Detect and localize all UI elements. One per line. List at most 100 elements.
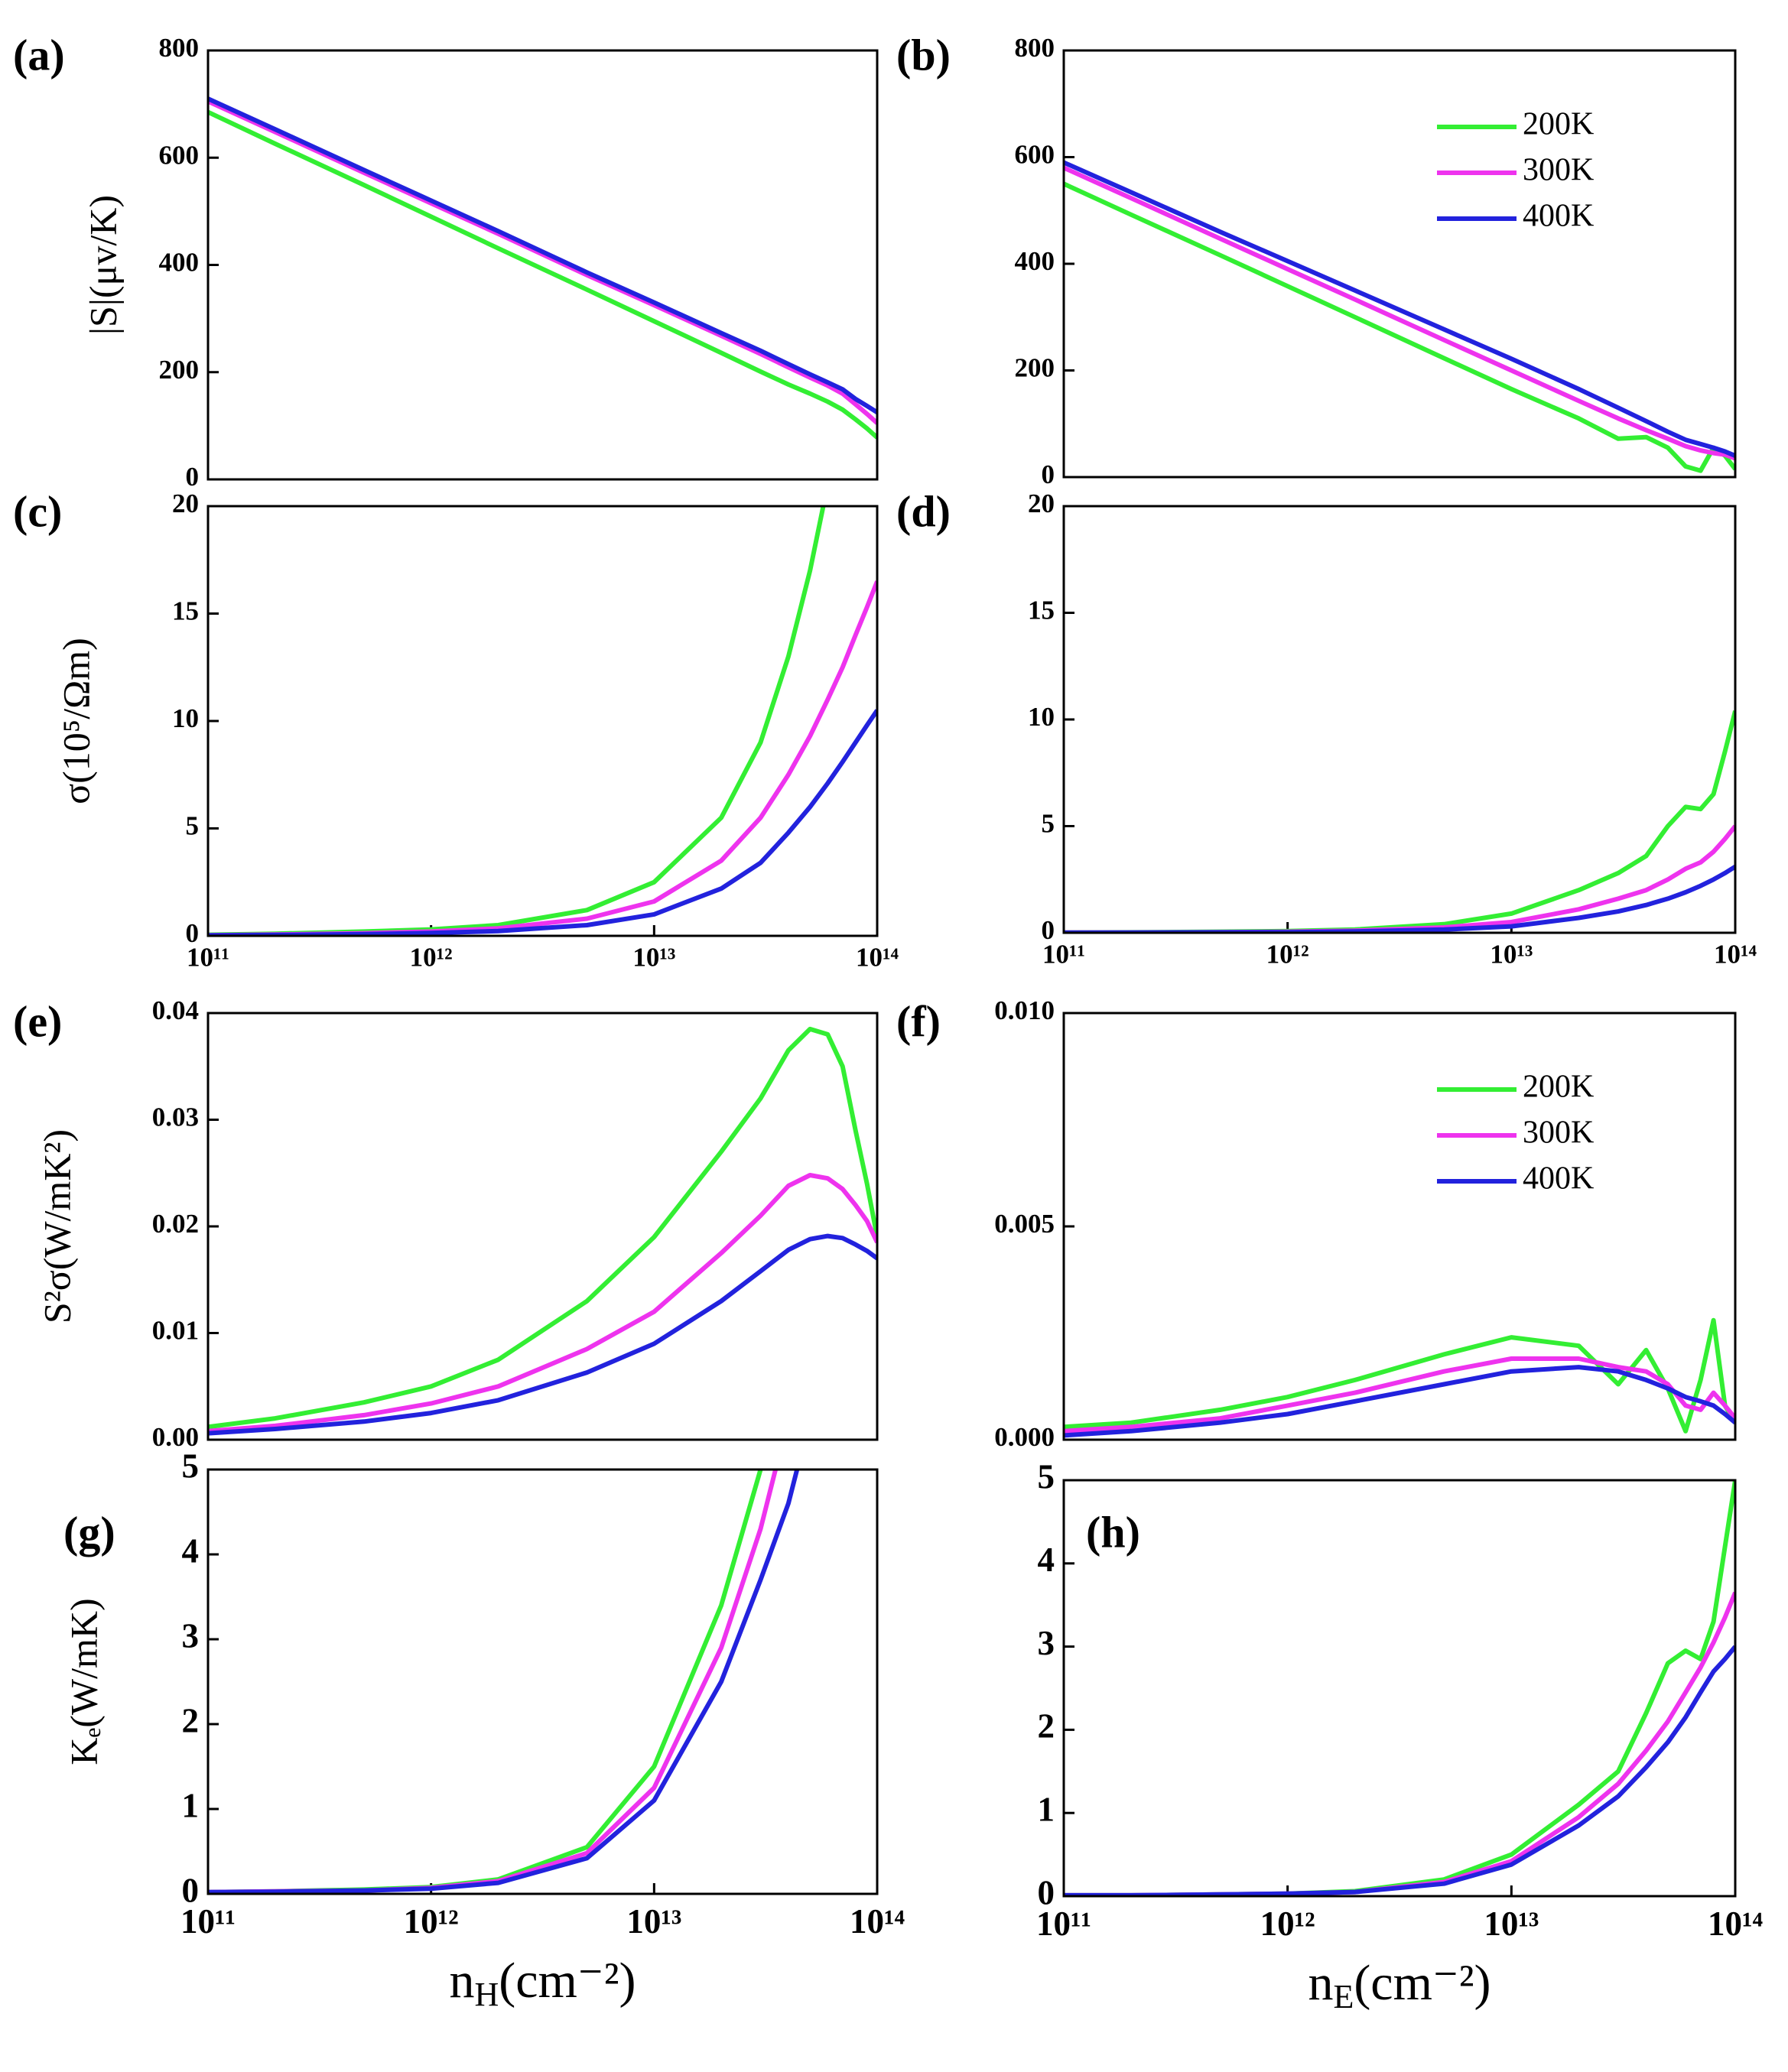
series-line bbox=[1064, 1591, 1735, 1896]
y-tick-label: 15 bbox=[172, 596, 199, 626]
y-tick-label: 15 bbox=[1028, 596, 1055, 625]
y-tick-label: 4 bbox=[1038, 1541, 1055, 1579]
y-tick-label: 200 bbox=[159, 355, 200, 385]
y-tick-label: 2 bbox=[182, 1701, 200, 1739]
y-tick-label: 0 bbox=[186, 918, 200, 948]
y-tick-label: 600 bbox=[159, 140, 200, 170]
series-line bbox=[208, 99, 877, 425]
y-tick-label: 3 bbox=[1038, 1624, 1055, 1662]
y-tick-label: 800 bbox=[1015, 33, 1055, 63]
x-axis-label-sub: E bbox=[1333, 1978, 1354, 2015]
y-tick-label: 5 bbox=[182, 1447, 200, 1485]
x-tick-label: 10¹³ bbox=[1490, 940, 1533, 969]
legend-label: 400K bbox=[1523, 199, 1594, 234]
x-axis-label-base: n bbox=[1308, 1955, 1333, 2011]
x-tick-label: 10¹² bbox=[404, 1902, 459, 1940]
legend-label: 300K bbox=[1523, 1116, 1594, 1151]
y-tick-label: 0.03 bbox=[152, 1103, 199, 1132]
y-tick-label: 0.04 bbox=[152, 995, 199, 1025]
y-tick-label: 5 bbox=[1042, 809, 1055, 839]
y-tick-label: 0.02 bbox=[152, 1209, 199, 1239]
y-tick-label: 1 bbox=[1038, 1791, 1055, 1829]
series-line bbox=[1064, 710, 1735, 933]
series-line bbox=[1064, 1480, 1735, 1896]
x-axis-label: nE(cm⁻²) bbox=[1308, 1955, 1491, 2015]
plot-frame bbox=[1062, 1479, 1737, 1898]
x-axis-label-unit: (cm⁻²) bbox=[1354, 1955, 1491, 2011]
y-tick-label: 0 bbox=[1042, 915, 1055, 945]
y-axis-label: |S|(μv/K) bbox=[81, 195, 124, 335]
plot-frame bbox=[206, 505, 879, 937]
y-axis-label: Kₑ(W/mK) bbox=[62, 1598, 105, 1765]
y-tick-label: 0 bbox=[182, 1871, 200, 1909]
legend-label: 200K bbox=[1523, 1070, 1594, 1105]
series-line bbox=[208, 1233, 877, 1436]
series-line bbox=[208, 1026, 877, 1430]
x-tick-label: 10¹⁴ bbox=[1708, 1905, 1763, 1943]
y-tick-label: 10 bbox=[1028, 702, 1055, 732]
y-tick-label: 0.00 bbox=[152, 1422, 199, 1452]
y-tick-label: 5 bbox=[1038, 1457, 1055, 1496]
series-line bbox=[1064, 824, 1735, 933]
series-line bbox=[208, 1173, 877, 1434]
series-line bbox=[1064, 1365, 1735, 1438]
y-tick-label: 5 bbox=[186, 811, 200, 841]
y-tick-label: 20 bbox=[172, 489, 199, 518]
x-tick-label: 10¹³ bbox=[1484, 1905, 1539, 1943]
x-tick-label: 10¹² bbox=[1266, 940, 1309, 969]
x-tick-label: 10¹² bbox=[1260, 1905, 1315, 1943]
series-line bbox=[208, 580, 877, 936]
series-line bbox=[208, 109, 877, 440]
y-tick-label: 10 bbox=[172, 703, 199, 733]
y-tick-label: 400 bbox=[1015, 246, 1055, 276]
panel-label: (h) bbox=[1086, 1507, 1140, 1557]
series-line bbox=[208, 1470, 800, 1894]
y-tick-label: 0.005 bbox=[994, 1209, 1055, 1239]
plot-frame bbox=[1062, 49, 1737, 479]
x-tick-label: 10¹⁴ bbox=[850, 1902, 905, 1940]
legend-label: 200K bbox=[1523, 107, 1594, 142]
x-tick-label: 10¹¹ bbox=[187, 943, 229, 973]
legend-label: 300K bbox=[1523, 153, 1594, 188]
series-line bbox=[1064, 165, 1735, 461]
x-tick-label: 10¹¹ bbox=[1036, 1905, 1091, 1943]
plot-frame bbox=[1062, 505, 1737, 934]
panel-label: (e) bbox=[13, 996, 62, 1046]
y-tick-label: 800 bbox=[159, 33, 200, 63]
panel-label: (b) bbox=[896, 30, 951, 80]
series-line bbox=[208, 709, 877, 936]
x-axis-label: nH(cm⁻²) bbox=[450, 1953, 636, 2013]
y-tick-label: 20 bbox=[1028, 489, 1055, 518]
y-tick-label: 200 bbox=[1015, 353, 1055, 383]
y-tick-label: 0 bbox=[1038, 1873, 1055, 1911]
x-tick-label: 10¹² bbox=[410, 943, 453, 973]
series-line bbox=[208, 506, 826, 936]
series-line bbox=[1064, 160, 1735, 458]
x-tick-label: 10¹³ bbox=[632, 943, 675, 973]
series-line bbox=[1064, 181, 1735, 473]
x-tick-label: 10¹¹ bbox=[180, 1902, 236, 1940]
y-tick-label: 1 bbox=[182, 1786, 200, 1824]
y-tick-label: 3 bbox=[182, 1616, 200, 1655]
panel-label: (g) bbox=[63, 1507, 115, 1557]
x-tick-label: 10¹¹ bbox=[1042, 940, 1085, 969]
y-tick-label: 600 bbox=[1015, 140, 1055, 170]
x-axis-label-base: n bbox=[450, 1953, 475, 2009]
panel-label: (c) bbox=[13, 486, 62, 536]
y-tick-label: 4 bbox=[182, 1531, 200, 1570]
series-line bbox=[208, 96, 877, 414]
y-tick-label: 2 bbox=[1038, 1707, 1055, 1746]
y-tick-label: 0.01 bbox=[152, 1316, 199, 1346]
x-tick-label: 10¹³ bbox=[626, 1902, 681, 1940]
y-axis-label: S²σ(W/mK²) bbox=[35, 1129, 78, 1323]
x-tick-label: 10¹⁴ bbox=[1714, 940, 1757, 969]
series-line bbox=[1064, 864, 1735, 933]
y-axis-label: σ(10⁵/Ωm) bbox=[54, 638, 97, 804]
panel-label: (d) bbox=[896, 486, 951, 536]
legend-label: 400K bbox=[1523, 1161, 1594, 1197]
y-tick-label: 0 bbox=[186, 462, 200, 492]
y-tick-label: 0.000 bbox=[994, 1422, 1055, 1452]
panel-label: (f) bbox=[896, 996, 941, 1046]
y-tick-label: 400 bbox=[159, 248, 200, 278]
plot-frame bbox=[206, 49, 879, 481]
